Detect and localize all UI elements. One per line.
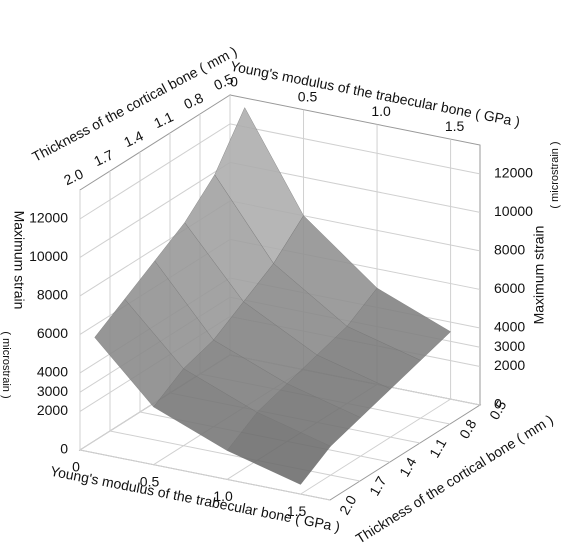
y-tick-label: 0.8 bbox=[456, 416, 480, 441]
x-tick-label: 1.0 bbox=[213, 488, 233, 504]
y-tick-label: 1.1 bbox=[151, 108, 176, 131]
z-axis-title: Maximum strain bbox=[531, 226, 547, 325]
z-tick-label: 6000 bbox=[37, 325, 68, 341]
y-tick-label: 2.0 bbox=[336, 492, 360, 517]
grid-line bbox=[300, 398, 451, 495]
z-tick-label: 10000 bbox=[494, 203, 533, 219]
x-tick-label: 0 bbox=[72, 459, 80, 475]
y-tick-label: 1.1 bbox=[426, 435, 450, 460]
surface-patch bbox=[226, 412, 331, 485]
z-tick-label: 2000 bbox=[37, 402, 68, 418]
z-tick-label: 2000 bbox=[494, 357, 525, 373]
x-tick-label: 0.5 bbox=[298, 88, 318, 104]
z-tick-label: 6000 bbox=[494, 280, 525, 296]
x-tick-label: 0 bbox=[230, 74, 238, 90]
z-axis-unit: ( microstrain ) bbox=[549, 141, 561, 208]
y-tick-label: 1.4 bbox=[396, 454, 420, 479]
y-tick-label: 2.0 bbox=[61, 165, 86, 188]
grid-line bbox=[79, 123, 231, 220]
z-tick-label: 12000 bbox=[494, 165, 533, 181]
grid-line bbox=[109, 430, 361, 482]
x-tick-label: 1.5 bbox=[445, 118, 465, 134]
z-tick-label: 4000 bbox=[37, 364, 68, 380]
x-tick-label: 1.0 bbox=[371, 103, 391, 119]
z-tick-label: 0 bbox=[60, 441, 68, 457]
y-tick-label: 1.7 bbox=[91, 146, 116, 169]
y-tick-label: 0.5 bbox=[211, 70, 236, 93]
z-tick-label: 3000 bbox=[37, 383, 68, 399]
x-tick-label: 0.5 bbox=[140, 473, 160, 489]
grid-line bbox=[79, 449, 331, 501]
z-tick-label: 0 bbox=[494, 396, 502, 412]
z-tick-label: 3000 bbox=[494, 338, 525, 354]
z-tick-label: 4000 bbox=[494, 319, 525, 335]
y-tick-label: 1.4 bbox=[121, 127, 146, 150]
z-tick-label: 8000 bbox=[37, 287, 68, 303]
y-tick-label: 0.8 bbox=[181, 89, 206, 112]
grid-line bbox=[229, 123, 481, 175]
grid-line bbox=[79, 161, 231, 258]
x-tick-label: 1.5 bbox=[287, 503, 307, 519]
y-tick-label: 1.7 bbox=[366, 473, 390, 498]
z-tick-label: 12000 bbox=[29, 210, 68, 226]
z-axis-title: Maximum strain bbox=[11, 211, 27, 310]
y-tick-label: 0.5 bbox=[486, 397, 510, 422]
z-tick-label: 8000 bbox=[494, 242, 525, 258]
z-axis-unit: ( microstrain ) bbox=[0, 331, 12, 398]
z-tick-label: 10000 bbox=[29, 248, 68, 264]
